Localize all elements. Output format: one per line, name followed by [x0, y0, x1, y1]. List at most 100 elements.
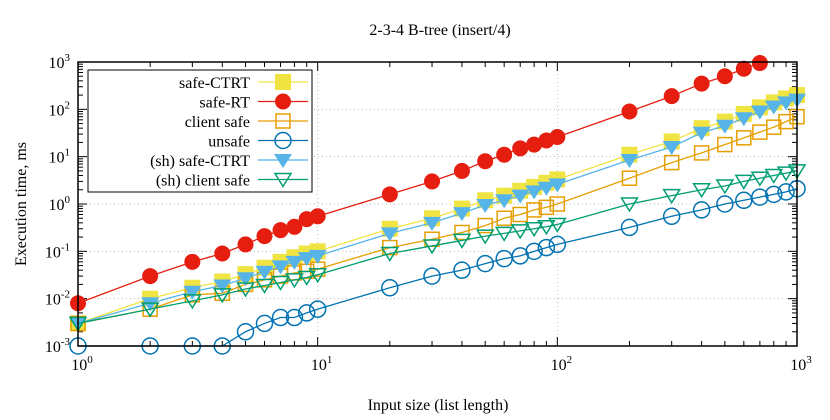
data-point — [750, 105, 769, 120]
legend-label: (sh) client safe — [156, 173, 250, 190]
data-point — [272, 222, 289, 239]
data-point — [548, 235, 567, 254]
plot-frame — [77, 61, 798, 347]
data-point — [549, 129, 566, 146]
data-point — [717, 136, 733, 153]
data-point — [525, 185, 544, 200]
series-line — [77, 116, 798, 325]
data-point — [271, 260, 290, 275]
data-point — [477, 153, 494, 170]
series-layer — [68, 55, 807, 355]
data-point — [475, 229, 495, 245]
data-point — [548, 178, 567, 193]
data-point — [255, 278, 274, 294]
data-point — [453, 162, 470, 179]
data-point — [285, 255, 304, 270]
y-axis-label: Execution time, ms — [13, 142, 30, 266]
data-point — [663, 154, 680, 171]
data-point — [766, 119, 782, 135]
data-point — [510, 224, 530, 240]
data-point — [496, 210, 512, 226]
series-sh-safe-ctrt — [69, 93, 806, 332]
data-point — [751, 188, 769, 206]
x-tick-label: 103 — [790, 354, 812, 374]
data-point — [183, 294, 202, 310]
data-point — [620, 197, 639, 213]
data-point — [715, 119, 734, 134]
data-point — [494, 226, 514, 242]
data-point — [751, 55, 768, 72]
data-point — [621, 103, 638, 120]
chart-title: 2-3-4 B-tree (insert/4) — [369, 22, 510, 39]
data-point — [271, 275, 290, 291]
data-point — [662, 207, 681, 226]
data-point — [237, 236, 254, 253]
series-unsafe — [69, 179, 806, 355]
data-point — [526, 136, 543, 153]
data-point — [620, 218, 639, 237]
data-point — [275, 74, 291, 90]
data-point — [380, 227, 399, 242]
data-point — [297, 270, 317, 286]
data-point — [255, 314, 274, 333]
data-point — [236, 323, 255, 341]
data-point — [274, 131, 292, 150]
data-point — [273, 172, 293, 188]
data-point — [537, 181, 556, 196]
data-point — [663, 88, 680, 105]
legend-box — [87, 69, 313, 193]
x-tick-label: 102 — [551, 354, 573, 374]
data-point — [736, 130, 752, 146]
data-point — [511, 189, 530, 204]
data-point — [141, 297, 160, 312]
data-point — [271, 308, 290, 327]
data-point — [547, 217, 567, 233]
data-point — [750, 171, 770, 187]
data-point — [275, 93, 291, 110]
data-point — [452, 207, 471, 222]
data-point — [662, 141, 681, 156]
data-point — [255, 265, 274, 280]
data-point — [214, 245, 231, 262]
legend-label: safe-CTRT — [179, 75, 250, 92]
y-tick-label: 101 — [49, 147, 71, 167]
data-point — [308, 249, 327, 264]
series-sh-client-safe — [68, 164, 807, 332]
data-point — [778, 113, 794, 130]
data-point — [140, 302, 160, 318]
data-point — [381, 186, 398, 203]
data-point — [423, 267, 441, 285]
series-line — [78, 188, 798, 347]
data-point — [236, 282, 255, 298]
data-point — [183, 285, 202, 300]
data-point — [308, 300, 327, 318]
data-point — [538, 199, 555, 216]
data-point — [765, 185, 783, 204]
data-point — [142, 268, 159, 285]
data-point — [297, 304, 316, 322]
y-tick-label: 10-3 — [45, 336, 71, 356]
data-point — [476, 199, 495, 214]
axis-ticks: 100 101 102 103 10-3 10-2 10-1 100 101 102 103 — [45, 52, 812, 374]
y-tick-label: 102 — [49, 99, 71, 119]
data-point — [297, 252, 316, 267]
data-point — [256, 228, 273, 245]
legend: safe-CTRT safe-RT client safe unsafe (sh) sa… — [87, 69, 313, 193]
data-point — [734, 112, 753, 127]
legend-label: client safe — [185, 114, 250, 131]
data-point — [308, 268, 328, 284]
data-point — [776, 166, 796, 182]
data-point — [549, 196, 566, 212]
y-tick-label: 10-2 — [45, 289, 70, 309]
data-point — [380, 246, 400, 262]
data-point — [692, 183, 711, 199]
data-point — [424, 173, 441, 190]
legend-label: unsafe — [208, 134, 250, 151]
data-point — [693, 75, 710, 92]
data-point — [734, 174, 754, 190]
y-tick-label: 100 — [49, 194, 71, 214]
data-point — [537, 220, 556, 236]
series-line — [77, 170, 798, 325]
x-tick-label: 101 — [311, 354, 333, 374]
